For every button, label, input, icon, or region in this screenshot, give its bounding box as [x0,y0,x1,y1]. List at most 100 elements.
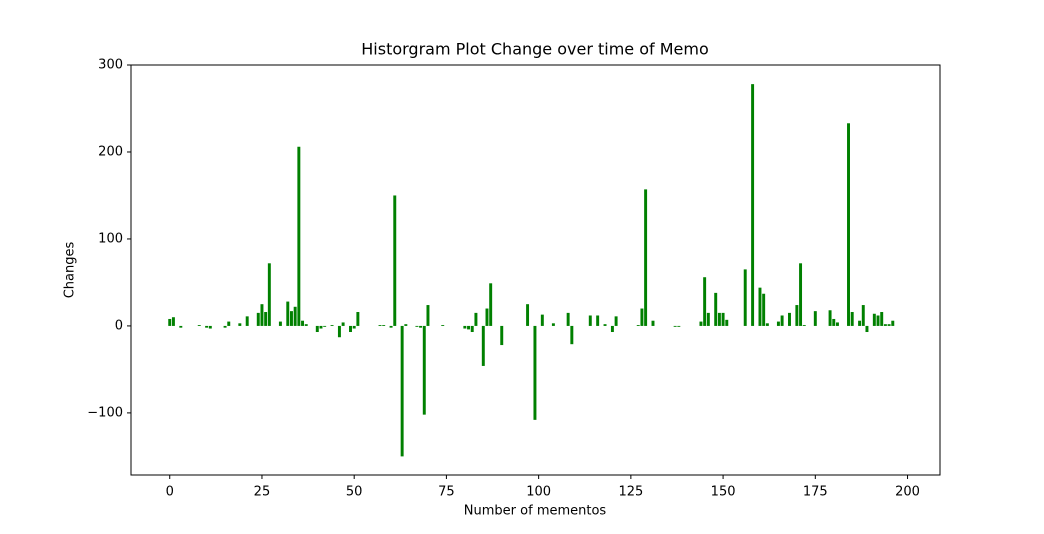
bar [323,325,327,327]
x-tick-label: 150 [711,485,736,500]
bar [850,312,854,326]
bar [485,308,489,326]
bar [474,312,478,326]
bar [319,325,323,329]
bar [467,325,471,330]
bar [400,325,404,457]
bar [758,287,762,326]
x-tick-label: 0 [166,485,174,500]
bar [751,84,755,326]
bar [776,321,780,326]
bar [802,325,806,326]
bar [393,195,397,326]
bar [238,323,242,326]
bar [463,325,467,329]
x-tick-label: 100 [526,485,551,500]
x-tick-label: 125 [618,485,643,500]
bar [795,305,799,326]
bar [788,312,791,326]
bar [337,325,341,338]
bar [566,312,570,326]
bar [426,305,430,326]
bar [419,325,423,328]
bar [168,318,172,326]
bar [673,325,677,327]
bar [651,320,655,326]
bar [415,325,419,327]
y-tick-label: 200 [98,144,123,159]
bar [533,325,537,420]
bar [887,324,891,326]
bar [256,312,260,326]
bar [264,312,268,326]
bar [356,312,360,326]
bar [286,301,290,326]
bar [441,325,445,326]
bar [489,283,493,326]
bar [714,292,718,326]
bar [614,316,618,326]
bar [832,318,836,326]
bar [847,123,850,326]
bar [765,323,769,326]
bar [378,325,382,326]
x-axis-label: Number of mementos [464,504,607,519]
x-tick-label: 25 [254,485,271,500]
x-tick-label: 75 [438,485,455,500]
bar [293,306,297,326]
bar [526,304,530,326]
bar [644,189,648,326]
bar [799,263,803,326]
bar [876,315,880,326]
bar [301,320,305,326]
bar [389,325,393,328]
bar [588,315,592,326]
y-tick-label: 0 [115,318,123,333]
bar [640,308,644,326]
bar [179,325,183,328]
bar [540,314,544,326]
bar [883,324,887,326]
bar [208,325,212,329]
bar [330,325,334,326]
bar [743,269,747,326]
y-tick-label: 300 [98,58,123,73]
y-tick-label: 100 [98,231,123,246]
bar [703,277,707,326]
bar [861,305,865,326]
bar [636,325,640,326]
bar [260,304,264,326]
bar [470,325,474,333]
bar [304,324,308,326]
bar [382,325,386,326]
bar [717,312,721,326]
bar [223,325,227,328]
bar [699,321,703,326]
bar [677,325,681,327]
bar [610,325,614,333]
bar [197,325,201,326]
bar [603,324,607,326]
x-tick-label: 200 [895,485,920,500]
bar [880,312,884,326]
bar [227,321,231,326]
bar [813,311,817,326]
bar [835,322,839,326]
bar [267,263,271,326]
bar [828,310,832,326]
bar [205,325,209,328]
bar [570,325,574,345]
bar [404,324,408,326]
bar [721,312,725,326]
bar [762,293,766,326]
bar [872,313,876,326]
bar [596,315,600,326]
bar [245,316,249,326]
x-tick-label: 175 [803,485,828,500]
bar [278,321,282,326]
y-axis-label: Changes [63,242,78,299]
bar [481,325,485,366]
y-tick-label: −100 [87,405,123,420]
chart-title: Historgram Plot Change over time of Memo [361,40,709,59]
